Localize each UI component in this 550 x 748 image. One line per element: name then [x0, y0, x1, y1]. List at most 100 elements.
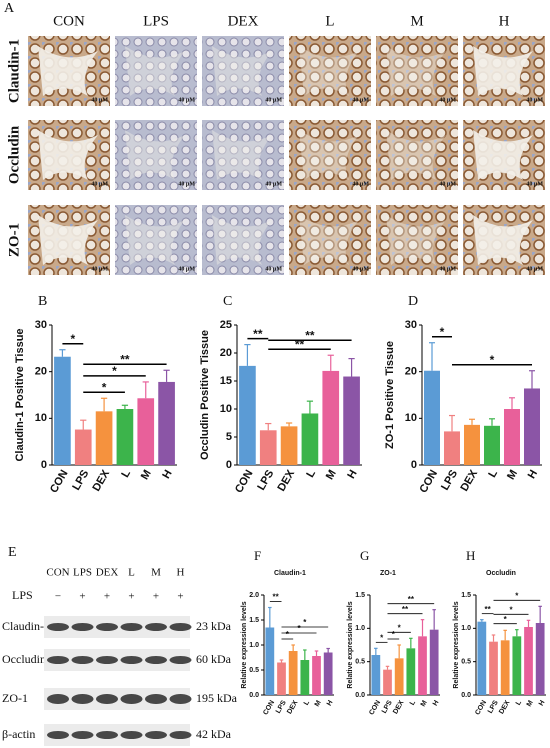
lumen: [473, 130, 533, 180]
band: [71, 656, 94, 664]
bar: [464, 424, 480, 465]
lumen: [473, 215, 533, 265]
band-size: 23 kDa: [196, 619, 232, 633]
x-tick-label: L: [486, 468, 500, 480]
bar: [394, 658, 404, 695]
scale-bar-label: 40 μM: [439, 97, 456, 103]
band: [169, 656, 192, 664]
y-tick-label: 10: [220, 403, 232, 415]
bar: [280, 426, 298, 465]
y-tick-label: 0: [41, 459, 47, 471]
scale-bar-label: 40 μM: [439, 266, 456, 272]
significance-label: **: [305, 328, 315, 342]
band: [145, 656, 167, 664]
significance-label: *: [509, 605, 513, 614]
panel-label: H: [466, 548, 475, 563]
significance-label: *: [504, 615, 508, 624]
band-size: 42 kDa: [196, 727, 232, 741]
x-tick-label: DEX: [275, 467, 297, 493]
lumen: [386, 215, 446, 265]
bar: [444, 431, 460, 465]
micrograph: [115, 120, 197, 190]
y-tick-label: 20: [35, 366, 47, 378]
bar: [406, 648, 416, 695]
y-tick-label: 15: [220, 375, 232, 387]
scale-bar-label: 40 μM: [526, 97, 543, 103]
bar: [418, 636, 427, 695]
column-label: L: [325, 13, 334, 29]
lumen: [473, 46, 533, 96]
lumen: [386, 130, 446, 180]
column-label: M: [151, 567, 161, 579]
significance-label: **: [253, 327, 263, 341]
treatment-sign: +: [153, 591, 159, 603]
panel-label: E: [8, 545, 17, 560]
scale-bar-label: 40 μM: [526, 266, 543, 272]
micrograph: [289, 36, 371, 106]
significance-label: *: [392, 630, 396, 639]
x-tick-label: CON: [233, 468, 256, 495]
band: [169, 731, 192, 739]
x-tick-label: H: [538, 699, 547, 707]
column-label: L: [128, 567, 135, 579]
bar: [137, 398, 155, 465]
y-axis-label: Relative expression levels: [347, 601, 354, 688]
micrograph: [202, 205, 284, 275]
y-tick-label: 25: [220, 319, 232, 331]
band: [96, 656, 118, 664]
significance-label: *: [112, 364, 117, 378]
chart-title: Claudin-1: [274, 570, 306, 577]
lumen: [299, 46, 359, 96]
bar: [343, 376, 360, 465]
panel-label: G: [360, 548, 369, 563]
x-tick-label: LPS: [255, 468, 276, 493]
band-size: 60 kDa: [196, 652, 232, 666]
significance-label: **: [402, 605, 409, 614]
x-tick-label: DEX: [392, 699, 405, 715]
chart-title: Occludin: [486, 570, 516, 577]
band: [120, 731, 143, 739]
significance-label: *: [297, 624, 301, 633]
bar: [312, 656, 321, 695]
bar: [371, 655, 381, 695]
scale-bar-label: 40 μM: [439, 181, 456, 187]
bar: [524, 627, 533, 695]
column-label: CON: [46, 567, 69, 579]
x-tick-label: DEX: [90, 467, 112, 493]
micrograph: [289, 205, 371, 275]
bar: [504, 409, 520, 465]
column-label: LPS: [143, 13, 169, 29]
bar: [323, 652, 333, 695]
significance-label: **: [485, 605, 492, 614]
lumen: [212, 130, 272, 180]
bar-chart: G Relative expression levels ZO-1 0.0 0.5 1.0…: [347, 548, 441, 716]
y-tick-label: 1.5: [355, 592, 365, 599]
significance-label: *: [440, 325, 445, 339]
x-tick-label: H: [526, 468, 540, 481]
y-axis-label: Relative expression levels: [241, 601, 248, 688]
scale-bar-label: 40 μM: [178, 266, 195, 272]
panel-label: A: [4, 1, 15, 16]
y-axis-label: Occludin Positive Tissue: [199, 330, 211, 460]
bar: [95, 411, 113, 465]
lumen: [125, 215, 185, 265]
x-tick-label: L: [409, 699, 418, 707]
column-label: M: [410, 13, 423, 29]
band-name: ZO-1: [2, 691, 28, 705]
band-name: Claudin-1: [2, 619, 50, 633]
bar: [300, 660, 310, 695]
significance-label: *: [286, 630, 290, 639]
x-tick-label: CON: [262, 699, 276, 716]
band: [96, 731, 118, 739]
y-axis-label: Relative expression levels: [453, 601, 460, 688]
x-tick-label: M: [324, 468, 339, 482]
bar: [301, 413, 319, 465]
bar: [265, 627, 275, 695]
micrograph: [115, 205, 197, 275]
bar-chart: B Claudin-1 Positive Tissue 0 10 20 30 CON LPS D…: [14, 294, 177, 495]
scale-bar-label: 40 μM: [526, 181, 543, 187]
band: [47, 694, 69, 704]
y-tick-label: 10: [405, 412, 417, 424]
